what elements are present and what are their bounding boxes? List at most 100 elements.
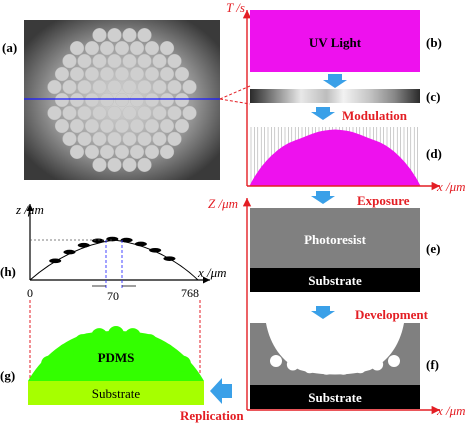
modulation-mask-strip xyxy=(250,89,420,103)
projection-line-bottom xyxy=(219,98,251,105)
microlens-dot xyxy=(69,40,85,56)
microlens-dot xyxy=(137,28,152,43)
microlens-dot xyxy=(69,92,85,108)
microlens-dot xyxy=(152,53,167,69)
microlens-dot xyxy=(69,144,85,160)
microlens-dot xyxy=(84,92,100,108)
microlens-dot xyxy=(159,40,175,56)
microlens-dot xyxy=(144,118,160,134)
microlens-dot xyxy=(182,105,197,121)
replication-label: Replication xyxy=(180,408,244,423)
down-arrow-icon xyxy=(311,107,335,120)
microlens-dot xyxy=(114,118,130,134)
profile-bump xyxy=(92,238,105,244)
microlens-dot xyxy=(159,144,175,160)
microlens-dot xyxy=(174,92,190,108)
substrate-f-label: Substrate xyxy=(308,390,362,405)
development-label: Development xyxy=(355,307,429,322)
pdms-bumps xyxy=(41,326,191,372)
microlens-dot xyxy=(84,66,100,82)
panel-label-a: (a) xyxy=(2,40,17,55)
developed-mold-cavity xyxy=(266,323,404,375)
microlens-dot xyxy=(92,157,107,172)
microlens-dot xyxy=(107,157,122,172)
developed-bump xyxy=(270,355,282,367)
microlens-dot xyxy=(122,28,137,43)
profile-bump xyxy=(134,241,147,247)
profile-bump xyxy=(63,249,76,255)
projection-line-top xyxy=(219,85,251,100)
pdms-bump xyxy=(141,334,158,351)
developed-bump xyxy=(337,362,350,375)
microlens-dot xyxy=(167,53,182,69)
microlens-dot xyxy=(174,118,190,134)
profile-bump xyxy=(149,247,162,253)
uv-light-label: UV Light xyxy=(309,35,362,50)
pdms-bump xyxy=(108,326,124,342)
pdms-label: PDMS xyxy=(98,350,135,365)
microlens-dot xyxy=(152,131,167,147)
microlens-dot xyxy=(77,53,92,69)
microlens-dot xyxy=(122,157,137,172)
pdms-bump xyxy=(124,328,141,345)
microlens-dot xyxy=(144,144,160,160)
profile-bump xyxy=(77,242,90,248)
developed-bump xyxy=(371,358,384,371)
microlens-dot xyxy=(137,79,152,95)
microlens-dot xyxy=(107,131,122,147)
microlens-dot xyxy=(167,79,182,95)
microlens-dot xyxy=(114,66,130,82)
down-arrow-icon xyxy=(323,74,347,88)
microlens-dot xyxy=(77,105,92,121)
pdms-dome xyxy=(28,331,204,381)
microlens-dot xyxy=(84,118,100,134)
microlens-dot xyxy=(92,79,107,95)
substrate-g-label: Substrate xyxy=(92,386,141,401)
panel-label-f: (f) xyxy=(426,357,439,372)
z-axis-ef-label: Z /μm xyxy=(208,196,238,211)
profile-bump xyxy=(49,258,62,264)
down-arrow-icon xyxy=(311,306,335,319)
microlens-dot xyxy=(137,105,152,121)
microlens-dot xyxy=(122,131,137,147)
microlens-dot xyxy=(92,131,107,147)
tick-70: 70 xyxy=(107,289,119,303)
microlens-dot xyxy=(122,53,137,69)
panel-label-b: (b) xyxy=(426,35,442,50)
microlens-dot xyxy=(54,118,70,134)
microlens-dot xyxy=(107,105,122,121)
photoresist-label: Photoresist xyxy=(304,232,367,247)
microlens-dot xyxy=(84,144,100,160)
microlens-dot xyxy=(152,79,167,95)
down-arrow-icon xyxy=(311,191,335,204)
panel-label-h: (h) xyxy=(0,264,16,279)
exposure-dose-profile xyxy=(249,129,421,187)
microlens-dot xyxy=(122,105,137,121)
microlens-dot xyxy=(129,92,145,108)
pdms-bump xyxy=(41,355,58,372)
microlens-dot xyxy=(77,79,92,95)
microlens-dot xyxy=(54,66,70,82)
microlens-dots xyxy=(47,28,197,172)
uv-light-block xyxy=(250,10,420,72)
microlens-dot xyxy=(92,28,107,43)
x-axis-d-label: x /μm xyxy=(436,179,466,194)
microlens-dot xyxy=(114,144,130,160)
modulation-label: Modulation xyxy=(342,108,408,123)
microlens-dot xyxy=(107,79,122,95)
pdms-bump xyxy=(74,334,91,351)
microlens-dot xyxy=(159,118,175,134)
microlens-dot xyxy=(144,66,160,82)
pdms-bump xyxy=(174,355,191,372)
microlens-dot xyxy=(174,66,190,82)
substrate-e-label: Substrate xyxy=(308,273,362,288)
microlens-dot xyxy=(122,79,137,95)
developed-bump xyxy=(303,361,316,374)
microlens-dot xyxy=(167,105,182,121)
microlens-dot xyxy=(69,66,85,82)
tick-0: 0 xyxy=(27,286,33,300)
developed-bump xyxy=(286,358,299,371)
profile-bump xyxy=(163,256,176,261)
microlens-dot xyxy=(114,92,130,108)
